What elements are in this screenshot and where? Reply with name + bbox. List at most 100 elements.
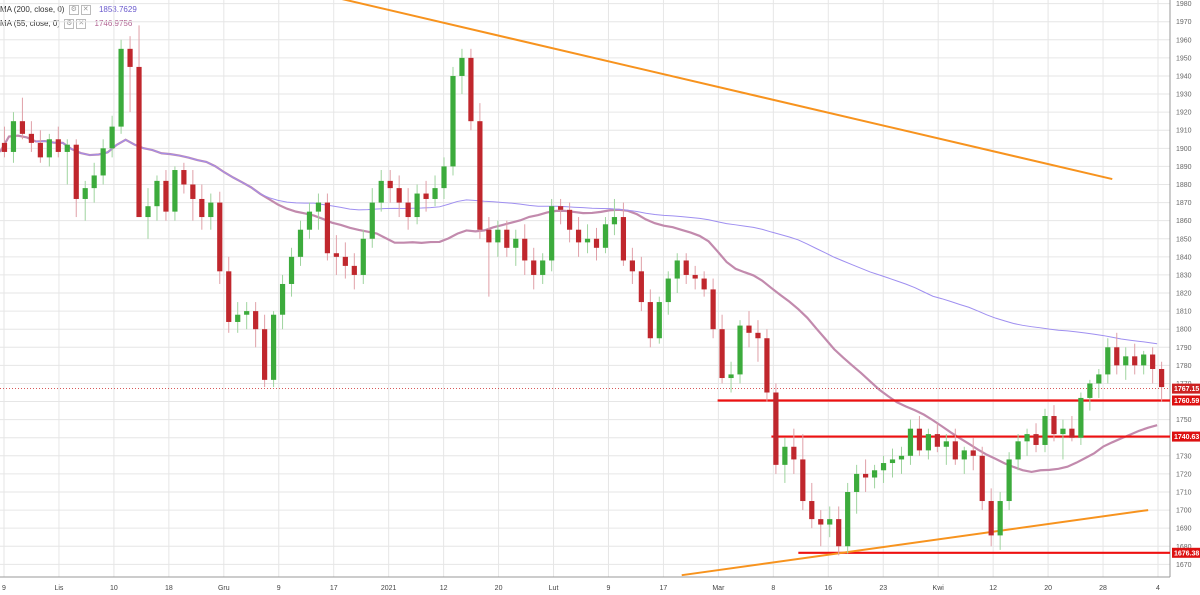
candle-body: [952, 441, 958, 460]
y-tick-label: 1790: [1176, 345, 1192, 352]
candle-body: [1096, 374, 1102, 384]
candle-body: [692, 274, 698, 279]
y-tick-label: 1820: [1176, 291, 1192, 298]
candle-body: [1123, 356, 1129, 366]
candle-body: [549, 206, 555, 261]
indicator-ma200: MA (200, close, 0) ⚙ ✕ 1853.7629: [0, 5, 137, 15]
y-tick-label: 1880: [1176, 182, 1192, 189]
candle-body: [656, 302, 662, 339]
x-tick-label: 4: [1156, 585, 1160, 592]
candle-body: [504, 229, 510, 248]
candle-body: [746, 325, 752, 333]
candle-body: [37, 142, 43, 158]
close-icon[interactable]: ✕: [76, 19, 87, 29]
candle-body: [1015, 441, 1021, 460]
y-tick-label: 1800: [1176, 327, 1192, 334]
candle-body: [441, 166, 447, 189]
candle-body: [1105, 347, 1111, 375]
x-tick-label: Lis: [54, 585, 63, 592]
price-tag: [1172, 383, 1200, 394]
candle-body: [602, 224, 609, 248]
candle-body: [1150, 354, 1156, 369]
y-tick-label: 1680: [1176, 544, 1192, 551]
candle-body: [136, 66, 142, 218]
candle-body: [297, 229, 304, 257]
candle-body: [925, 434, 931, 451]
x-tick-label: Lut: [549, 585, 559, 592]
y-tick-label: 1780: [1176, 363, 1192, 370]
candle-body: [540, 260, 546, 275]
candle-body: [306, 211, 313, 230]
candle-body: [728, 374, 734, 379]
candle-body: [629, 260, 635, 272]
candle-body: [360, 238, 366, 275]
y-tick-label: 1940: [1176, 73, 1192, 80]
candle-body: [55, 139, 61, 152]
candle-body: [414, 193, 420, 218]
candle-body: [279, 283, 286, 315]
candle-body: [898, 455, 905, 460]
candle-body: [450, 75, 456, 167]
candle-body: [19, 121, 26, 134]
y-tick-label: 1930: [1176, 92, 1192, 99]
ma200-line: [35, 139, 1158, 345]
candle-body: [1114, 347, 1120, 366]
y-tick-label: 1970: [1176, 19, 1192, 26]
candle-body: [513, 238, 519, 248]
candle-body: [584, 238, 591, 243]
candle-body: [181, 170, 187, 185]
candle-body: [91, 175, 97, 189]
candle-body: [190, 184, 196, 199]
candle-body: [737, 325, 743, 375]
x-tick-label: 9: [2, 585, 6, 592]
y-tick-label: 1890: [1176, 164, 1192, 171]
candle-body: [1042, 416, 1048, 445]
close-icon[interactable]: ✕: [80, 5, 91, 15]
price-tag: [1172, 395, 1200, 406]
candle-body: [1132, 356, 1138, 366]
x-tick-label: 9: [277, 585, 281, 592]
candle-body: [477, 121, 483, 230]
candle-body: [199, 198, 205, 218]
candle-body: [854, 473, 860, 492]
price-tag-label: 1767.15: [1174, 386, 1199, 393]
candle-body: [342, 256, 348, 266]
price-tag-label: 1740.63: [1174, 434, 1199, 441]
candle-body: [1033, 434, 1039, 445]
settings-icon[interactable]: ⚙: [64, 19, 75, 29]
y-tick-label: 1690: [1176, 526, 1192, 533]
y-tick-label: 1670: [1176, 562, 1192, 569]
candle-body: [315, 202, 322, 212]
candle-body: [611, 217, 618, 225]
y-tick-label: 1730: [1176, 453, 1192, 460]
y-tick-label: 1870: [1176, 200, 1192, 207]
x-tick-label: 9: [607, 585, 611, 592]
candle-body: [226, 271, 232, 322]
candle-body: [396, 188, 402, 203]
candle-body: [827, 519, 833, 525]
candle-body: [683, 260, 689, 275]
candle-body: [244, 311, 250, 315]
candle-body: [369, 202, 375, 239]
candle-body: [423, 193, 429, 199]
candle-body: [378, 180, 384, 203]
candle-body: [127, 48, 133, 67]
settings-icon[interactable]: ⚙: [68, 5, 79, 15]
candle-body: [73, 144, 79, 199]
candle-body: [486, 229, 492, 243]
candle-body: [818, 519, 824, 525]
candle-body: [755, 332, 761, 339]
candle-body: [863, 473, 869, 478]
candle-body: [64, 144, 70, 152]
y-tick-label: 1910: [1176, 128, 1192, 135]
candle-body: [719, 329, 725, 379]
candle-body: [28, 133, 34, 143]
x-tick-label: 10: [110, 585, 118, 592]
x-tick-label: 18: [165, 585, 173, 592]
trendline-resistance: [341, 0, 1113, 181]
price-tag: [1172, 431, 1200, 442]
x-tick-label: Gru: [218, 585, 230, 592]
y-tick-label: 1960: [1176, 37, 1192, 44]
candle-body: [522, 238, 528, 261]
